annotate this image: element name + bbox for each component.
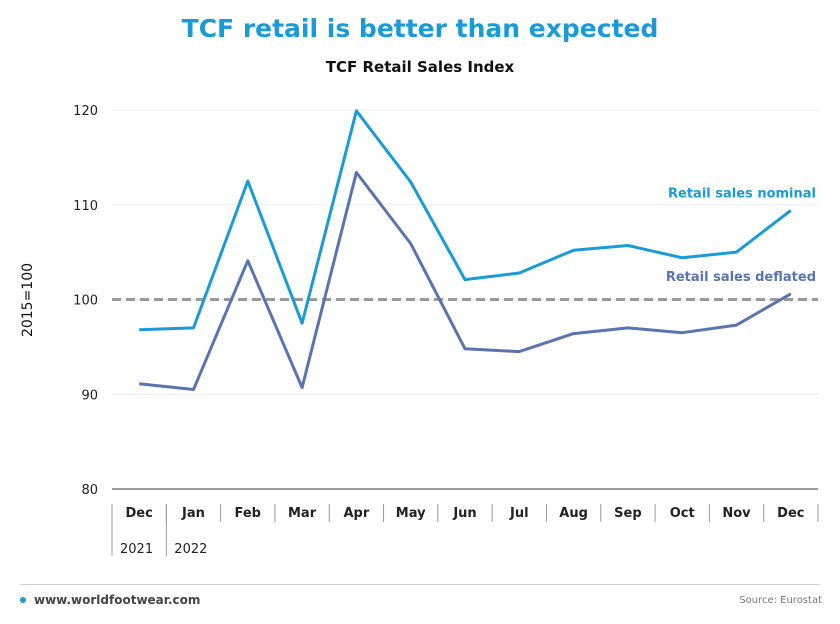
x-tick-label: Aug <box>559 506 588 521</box>
x-tick-label: Dec <box>777 506 804 521</box>
x-tick-label: Jun <box>452 506 476 521</box>
series-line-nominal <box>139 109 792 332</box>
y-tick-label: 110 <box>73 199 98 214</box>
x-tick-label: Feb <box>235 506 261 521</box>
x-tick-label: Jul <box>509 506 529 521</box>
year-label: 2021 <box>120 542 153 557</box>
y-tick-label: 120 <box>73 104 98 119</box>
y-tick-label: 90 <box>81 388 98 403</box>
series-lines <box>139 109 792 391</box>
website-link[interactable]: www.worldfootwear.com <box>34 593 201 607</box>
chart-headline: TCF retail is better than expected <box>181 14 659 43</box>
footer-divider <box>20 584 820 585</box>
y-axis-label: 2015=100 <box>20 263 36 337</box>
line-chart: 80 90 100 110 120 2015=100 Dec Jan Feb Mar Apr Ma… <box>20 104 819 557</box>
x-tick-label: Jan <box>181 506 205 521</box>
x-axis: Dec Jan Feb Mar Apr May Jun Jul Aug Sep Oct Nov Dec 2… <box>111 488 819 557</box>
y-tick-label: 100 <box>73 294 98 309</box>
year-label: 2022 <box>174 542 207 557</box>
series-line-deflated <box>139 171 792 391</box>
x-tick-label: Mar <box>288 506 317 521</box>
chart-title: TCF Retail Sales Index <box>325 58 515 76</box>
footer-website[interactable]: www.worldfootwear.com <box>20 593 200 607</box>
source-note: Source: Eurostat <box>739 595 822 606</box>
x-tick-label: Nov <box>722 506 751 521</box>
x-tick-label: Dec <box>125 506 152 521</box>
y-axis-ticks: 80 90 100 110 120 <box>73 104 98 498</box>
x-tick-label: May <box>396 506 426 521</box>
gridlines <box>112 109 818 395</box>
bullet-dot-icon <box>20 597 26 603</box>
x-tick-label: Apr <box>343 506 369 521</box>
x-tick-label: Sep <box>614 506 642 521</box>
x-tick-label: Oct <box>670 506 695 521</box>
y-tick-label: 80 <box>81 483 98 498</box>
series-label-nominal: Retail sales nominal <box>668 186 816 201</box>
series-label-deflated: Retail sales deflated <box>666 270 816 285</box>
